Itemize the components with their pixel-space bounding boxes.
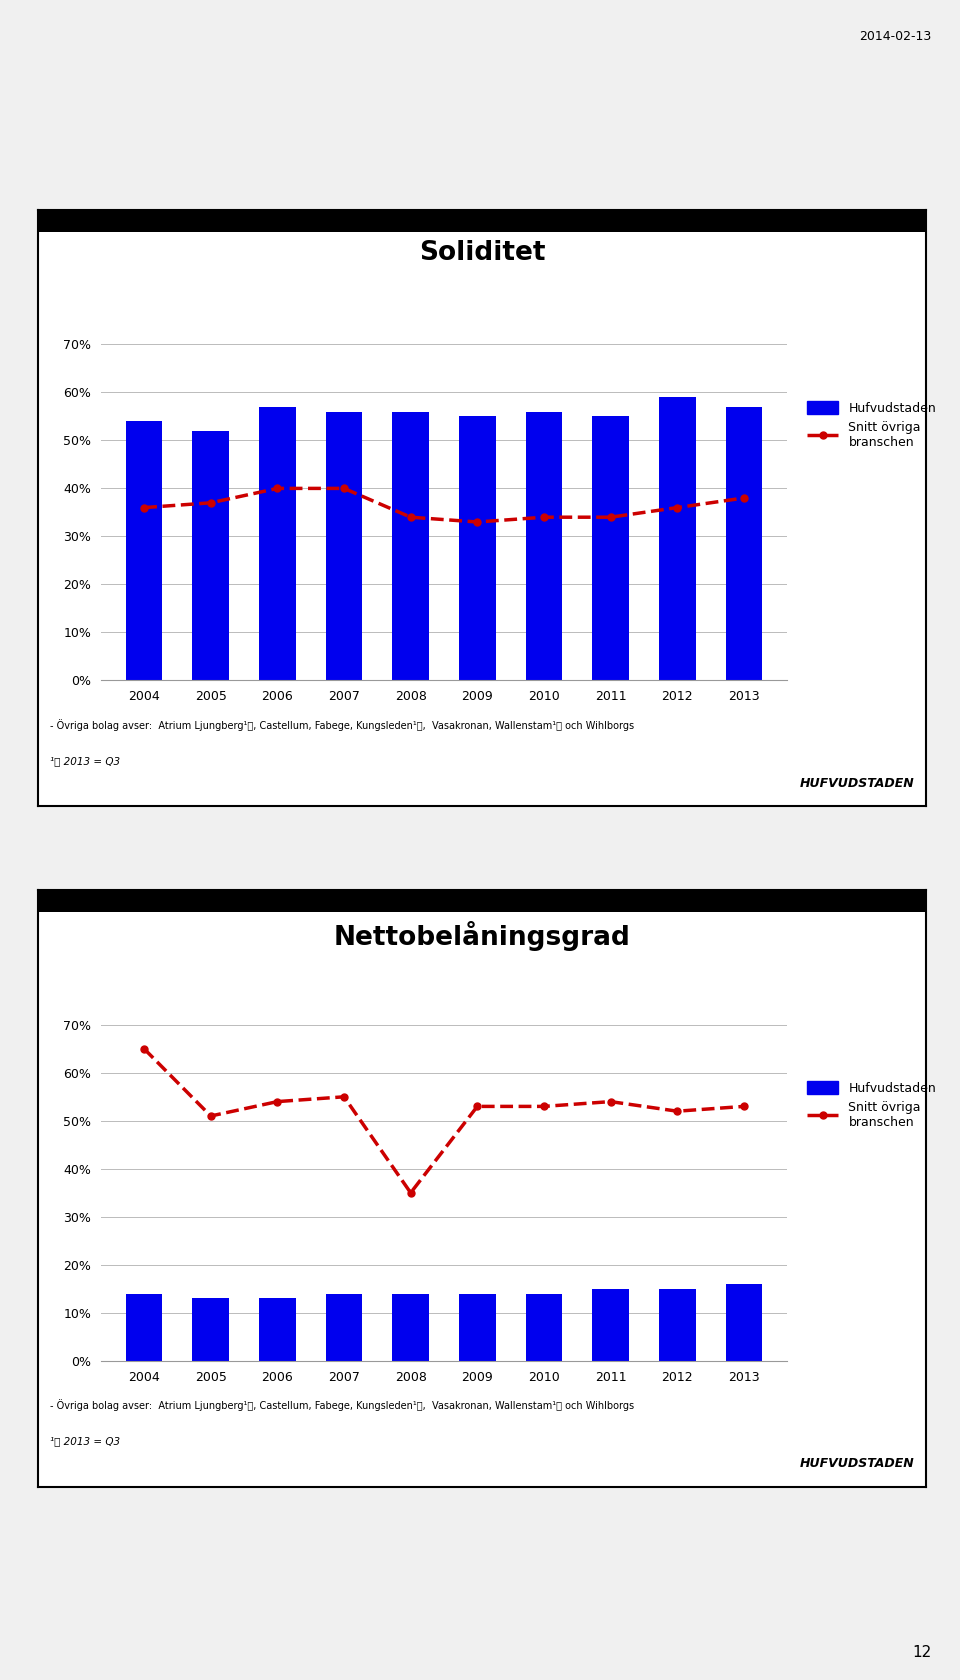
Text: 2014-02-13: 2014-02-13 xyxy=(859,30,931,44)
Bar xyxy=(459,417,495,680)
Bar xyxy=(393,1294,429,1361)
Bar xyxy=(526,1294,563,1361)
Bar xyxy=(192,430,229,680)
Bar xyxy=(325,1294,362,1361)
Text: 12: 12 xyxy=(912,1645,931,1660)
Text: ¹⧸ 2013 = Q3: ¹⧸ 2013 = Q3 xyxy=(50,756,120,766)
Bar xyxy=(659,396,696,680)
Bar xyxy=(259,407,296,680)
Text: Nettobelåningsgrad: Nettobelåningsgrad xyxy=(334,921,631,951)
Text: Soliditet: Soliditet xyxy=(420,240,545,265)
Legend: Hufvudstaden, Snitt övriga
branschen: Hufvudstaden, Snitt övriga branschen xyxy=(807,1082,936,1129)
Bar xyxy=(592,417,629,680)
Bar xyxy=(192,1299,229,1361)
Bar xyxy=(126,1294,162,1361)
Bar xyxy=(393,412,429,680)
Bar xyxy=(592,1289,629,1361)
Bar xyxy=(726,1284,762,1361)
Bar xyxy=(726,407,762,680)
Text: HUFVUDSTADEN: HUFVUDSTADEN xyxy=(800,776,915,790)
Bar xyxy=(259,1299,296,1361)
Bar xyxy=(459,1294,495,1361)
Text: - Övriga bolag avser:  Atrium Ljungberg¹⧸, Castellum, Fabege, Kungsleden¹⧸,  Vas: - Övriga bolag avser: Atrium Ljungberg¹⧸… xyxy=(50,1399,634,1411)
Bar xyxy=(526,412,563,680)
Bar xyxy=(325,412,362,680)
Text: HUFVUDSTADEN: HUFVUDSTADEN xyxy=(800,1457,915,1470)
Text: - Övriga bolag avser:  Atrium Ljungberg¹⧸, Castellum, Fabege, Kungsleden¹⧸,  Vas: - Övriga bolag avser: Atrium Ljungberg¹⧸… xyxy=(50,719,634,731)
Bar xyxy=(126,422,162,680)
Bar xyxy=(659,1289,696,1361)
Text: ¹⧸ 2013 = Q3: ¹⧸ 2013 = Q3 xyxy=(50,1436,120,1446)
Legend: Hufvudstaden, Snitt övriga
branschen: Hufvudstaden, Snitt övriga branschen xyxy=(807,402,936,449)
